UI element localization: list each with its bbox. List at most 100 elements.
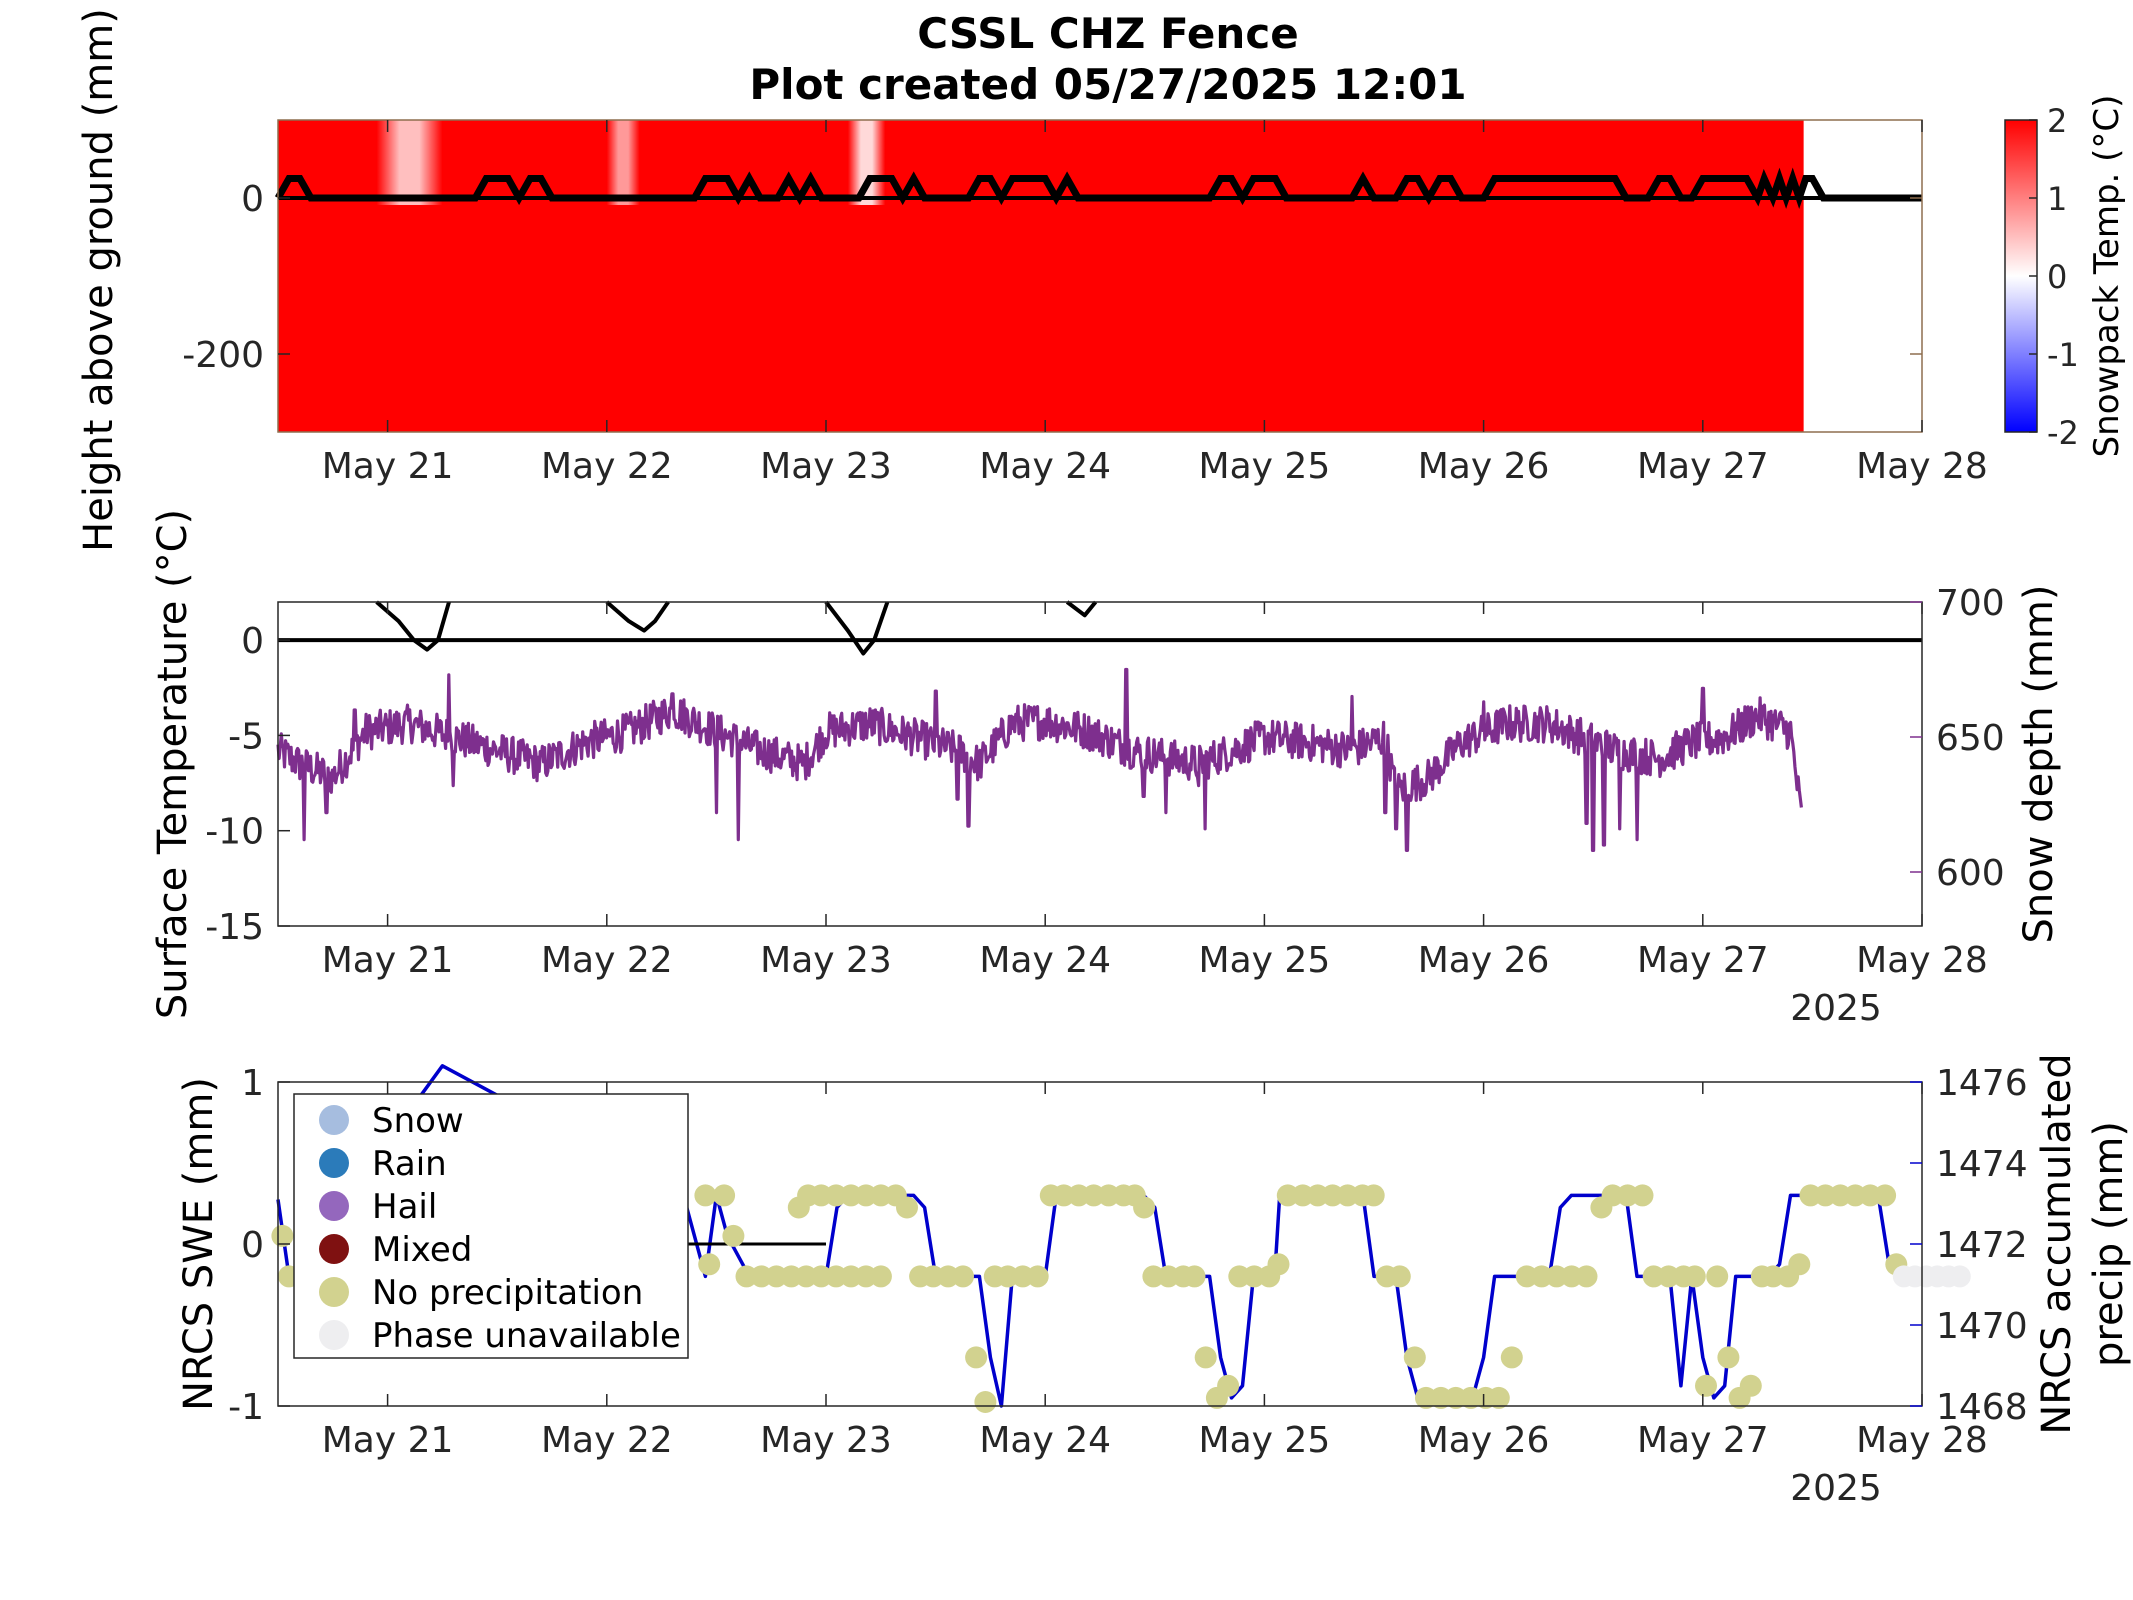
x-tick-label: May 24 — [979, 1420, 1111, 1461]
phase-unavailable-marker — [1948, 1265, 1971, 1288]
x-tick-label: May 25 — [1199, 940, 1331, 981]
y-tick-label: -15 — [205, 907, 264, 948]
precip-ylabel-line: precip (mm) — [2086, 1121, 2132, 1367]
figure-title: CSSL CHZ Fence — [917, 9, 1298, 58]
no-precipitation-marker — [1487, 1386, 1510, 1409]
snow-surface-line — [274, 167, 1922, 209]
colorbar-tick-label: -2 — [2047, 414, 2079, 452]
heatmap-cool-band — [847, 120, 886, 205]
no-precipitation-marker — [694, 1184, 717, 1207]
snowpack-axes-frame — [277, 119, 1923, 433]
x-tick-label: May 28 — [1856, 1420, 1988, 1461]
snowpack-ylabel: Height above ground (mm) — [76, 8, 122, 552]
x-tick-label: May 21 — [322, 1420, 454, 1461]
no-precipitation-marker — [1717, 1346, 1740, 1369]
x-tick-label: May 21 — [322, 446, 454, 487]
x-tick-label: May 21 — [322, 940, 454, 981]
colorbar-tick-label: 1 — [2047, 180, 2067, 218]
figure-subtitle: Plot created 05/27/2025 12:01 — [749, 60, 1466, 109]
nrcs-ticks: May 21 May 22 May 23 May 24 May 25 May 26 May … — [228, 1063, 2028, 1461]
no-precipitation-marker — [965, 1346, 988, 1369]
surface-temp-segment — [605, 600, 670, 633]
heatmap-cool-band — [606, 120, 640, 205]
surface-temp-ticks: May 21 May 22 May 23 May 24 May 25 May 26 May … — [205, 583, 2005, 981]
legend-marker — [319, 1234, 349, 1264]
no-precipitation-marker — [1403, 1346, 1426, 1369]
x-tick-label: May 26 — [1418, 446, 1550, 487]
y-tick-label: -200 — [182, 335, 264, 376]
no-precipitation-marker — [722, 1224, 745, 1247]
no-precipitation-marker — [974, 1391, 997, 1413]
legend-label: Hail — [372, 1187, 437, 1227]
y-right-tick-label: 1468 — [1936, 1387, 2028, 1428]
x-tick-label: May 25 — [1199, 1420, 1331, 1461]
legend-marker — [319, 1105, 349, 1135]
no-precipitation-marker — [1194, 1346, 1217, 1369]
x-tick-label: May 25 — [1199, 446, 1331, 487]
no-precipitation-marker — [1631, 1184, 1654, 1207]
legend-marker — [319, 1320, 349, 1350]
nrcs-year-label: 2025 — [1790, 1468, 1882, 1509]
no-precipitation-marker — [869, 1265, 892, 1288]
x-tick-label: May 26 — [1418, 940, 1550, 981]
x-tick-label: May 23 — [760, 1420, 892, 1461]
no-precipitation-marker — [1217, 1374, 1240, 1397]
y-right-tick-label: 650 — [1936, 718, 2005, 759]
colorbar-tick-label: 2 — [2047, 102, 2067, 140]
no-precipitation-marker — [1362, 1184, 1385, 1207]
no-precipitation-marker — [1026, 1265, 1049, 1288]
no-precipitation-marker — [952, 1265, 974, 1288]
no-precipitation-marker — [271, 1224, 294, 1247]
surface-temp-ylabel: Surface Temperature (°C) — [150, 509, 196, 1019]
snow-depth-ylabel: Snow depth (mm) — [2016, 585, 2062, 944]
snow-depth-line — [276, 667, 1803, 853]
no-precipitation-marker — [1739, 1374, 1762, 1397]
x-tick-label: May 27 — [1637, 940, 1769, 981]
no-precipitation-marker — [1683, 1265, 1706, 1288]
surface-temp-segment — [1065, 600, 1098, 618]
colorbar-label: Snowpack Temp. (°C) — [2087, 95, 2127, 458]
heatmap-warm-block — [278, 120, 1804, 432]
y-tick-label: -5 — [228, 716, 264, 757]
legend-marker — [319, 1148, 349, 1178]
no-precipitation-marker — [698, 1253, 721, 1276]
surface-temp-axes-frame — [277, 601, 1923, 927]
no-precipitation-marker — [713, 1184, 736, 1207]
legend-label: No precipitation — [372, 1273, 643, 1313]
colorbar-tick-label: 0 — [2047, 258, 2067, 296]
no-precipitation-marker — [1183, 1265, 1206, 1288]
no-precipitation-marker — [1575, 1265, 1598, 1288]
legend-box — [293, 1093, 689, 1359]
swe-ylabel: NRCS SWE (mm) — [176, 1077, 222, 1411]
y-tick-label: 0 — [241, 179, 264, 220]
snowpack-ticks: May 21 May 22 May 23 May 24 May 25 May 26 May … — [182, 120, 1988, 487]
surface-temperature-panel: May 21 May 22 May 23 May 24 May 25 May 26 May … — [150, 509, 2062, 1029]
y-tick-label: -1 — [228, 1387, 264, 1428]
x-tick-label: May 23 — [760, 446, 892, 487]
y-right-tick-label: 1470 — [1936, 1306, 2028, 1347]
y-right-tick-label: 700 — [1936, 583, 2005, 624]
no-precipitation-marker — [1267, 1253, 1290, 1276]
y-tick-label: 0 — [241, 621, 264, 662]
no-precipitation-marker — [1500, 1346, 1523, 1369]
legend-label: Snow — [372, 1101, 464, 1141]
colorbar-tick-label: -1 — [2047, 336, 2079, 374]
snowpack-temperature-panel: May 21 May 22 May 23 May 24 May 25 May 26 May … — [76, 8, 2127, 552]
legend-marker — [319, 1277, 349, 1307]
x-tick-label: May 27 — [1637, 446, 1769, 487]
y-right-tick-label: 600 — [1936, 853, 2005, 894]
surface-temp-segment — [375, 600, 451, 652]
no-precipitation-marker — [1133, 1196, 1156, 1219]
snowpack-heatmap — [278, 120, 1804, 432]
legend-label: Mixed — [372, 1230, 472, 1270]
precip-ylabel: NRCS accumulated precip (mm) — [2034, 1053, 2132, 1434]
x-tick-label: May 28 — [1856, 940, 1988, 981]
no-precipitation-marker — [1388, 1265, 1411, 1288]
y-tick-label: 1 — [241, 1063, 264, 1104]
precip-ylabel-line: NRCS accumulated — [2034, 1053, 2080, 1434]
no-precipitation-marker — [1874, 1184, 1897, 1207]
y-right-tick-label: 1474 — [1936, 1144, 2028, 1185]
no-precipitation-marker — [1695, 1374, 1717, 1397]
